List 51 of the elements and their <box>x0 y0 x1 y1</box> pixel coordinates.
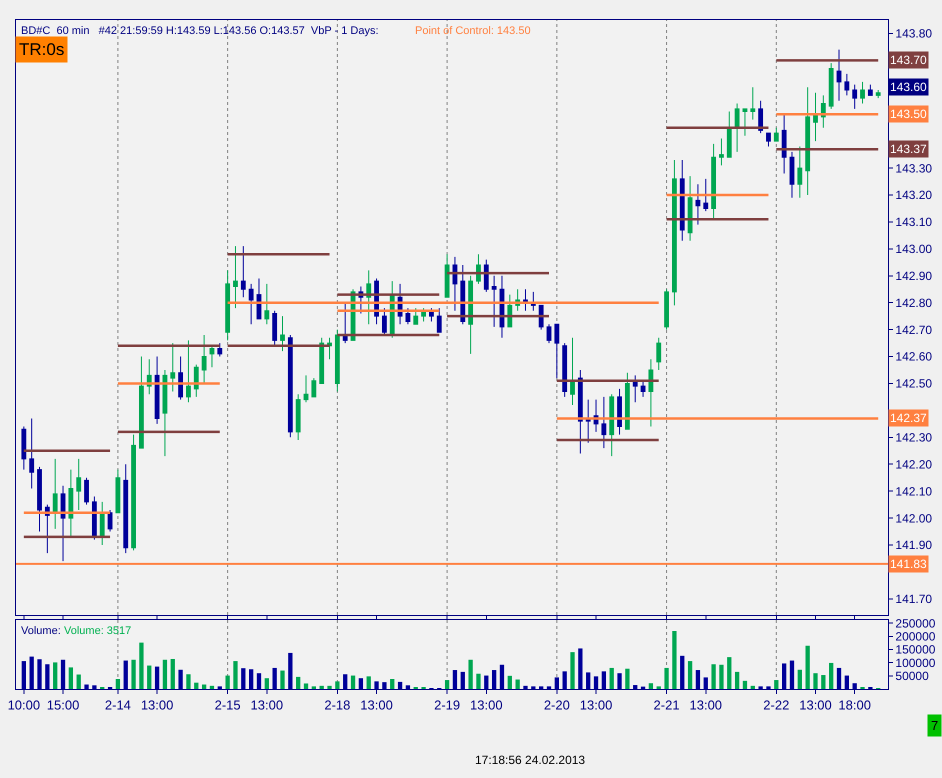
text: Point of Control: 143.50 <box>415 25 531 37</box>
x-tick-label: 15:00 <box>46 698 80 713</box>
x-tick-label: 13:00 <box>250 698 284 713</box>
annotation: 143.70 <box>890 53 928 67</box>
x-tick-label: 10:00 <box>8 698 40 713</box>
x-tick-label: 13:00 <box>689 698 722 713</box>
x-tick-label: 13:00 <box>140 698 174 713</box>
y-tick-label: 143.10 <box>895 215 932 230</box>
y-tick-label: 142.00 <box>895 511 932 526</box>
y-tick-label: 150000 <box>895 642 936 657</box>
x-tick-label: 2-14 <box>104 698 131 713</box>
x-tick-label: 2-20 <box>544 698 570 713</box>
x-tick-label: 2-19 <box>434 698 460 713</box>
x-tick-label: 2-15 <box>214 698 241 713</box>
y-tick-label: 142.20 <box>895 457 932 472</box>
y-tick-label: 142.60 <box>895 350 932 364</box>
y-tick-label: 142.10 <box>895 484 932 498</box>
y-tick-label: 143.80 <box>895 26 932 41</box>
text: 17:18:56 24.02.2013 <box>475 753 586 767</box>
x-tick-label: 18:00 <box>838 698 871 713</box>
chart-title: Volume: <box>21 625 61 637</box>
text: 7 <box>931 718 938 733</box>
y-tick-label: 200000 <box>895 630 936 644</box>
y-tick-label: 141.90 <box>895 538 932 552</box>
y-tick-label: 142.80 <box>895 296 932 310</box>
x-tick-label: 13:00 <box>470 698 503 713</box>
annotation: 143.50 <box>890 107 928 121</box>
y-tick-label: 50000 <box>895 669 930 684</box>
y-tick-label: 100000 <box>895 656 936 670</box>
ref-line-label: 141.83 <box>890 557 928 571</box>
y-tick-label: 143.00 <box>895 242 932 256</box>
annotation: 143.37 <box>890 142 928 156</box>
y-tick-label: 142.70 <box>895 322 932 337</box>
annotation: 142.37 <box>890 411 928 425</box>
y-tick-label: 142.90 <box>895 268 932 283</box>
y-tick-label: 143.20 <box>895 188 932 202</box>
chart-subtitle: Volume: 3517 <box>64 625 132 637</box>
annotation: TR:0s <box>19 40 64 59</box>
y-tick-label: 141.70 <box>895 592 932 606</box>
annotation: 143.60 <box>890 80 928 94</box>
y-tick-label: 142.50 <box>895 376 932 391</box>
x-tick-label: 13:00 <box>360 698 393 713</box>
x-tick-label: 2-22 <box>763 698 790 713</box>
y-tick-label: 143.30 <box>895 161 932 176</box>
x-tick-label: 13:00 <box>580 698 612 713</box>
x-tick-label: 2-18 <box>324 698 350 713</box>
y-tick-label: 250000 <box>895 616 936 630</box>
x-tick-label: 13:00 <box>799 698 832 713</box>
y-tick-label: 142.30 <box>895 430 932 445</box>
x-tick-label: 2-21 <box>654 698 680 713</box>
text: BD#C 60 min #42 21:59:59 H:143.59 L:143.56 O:143.57 VbP - 1 Days: <box>21 25 379 37</box>
